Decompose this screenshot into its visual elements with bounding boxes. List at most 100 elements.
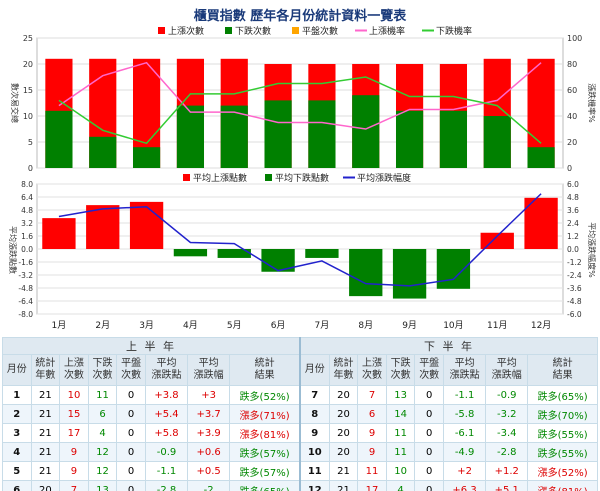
column-header: 下跌 次數 — [385, 354, 416, 386]
column-header: 上漲 次數 — [357, 354, 387, 386]
y-left-tick: 0 — [28, 164, 33, 173]
table-cell: 9 — [59, 461, 89, 481]
table-cell: 17 — [59, 423, 89, 443]
table-cell: 10 — [59, 385, 89, 405]
x-tick-label: 3月 — [139, 320, 154, 331]
plot-area-1 — [36, 37, 564, 169]
table-cell: 1 — [2, 385, 32, 405]
column-header: 平均 漲跌幅 — [187, 354, 231, 386]
bar-avg-down — [349, 249, 383, 297]
table-cell: -4.9 — [442, 442, 487, 462]
y-right-tick: 1.2 — [567, 232, 579, 241]
y-right-tick: 0.0 — [567, 245, 579, 254]
table-cell: +5.1 — [485, 480, 529, 491]
result-cell: 跌多(70%) — [527, 404, 598, 424]
x-tick-label: 8月 — [358, 320, 373, 331]
month-axis: 1月 2月 3月 4月 5月 6月 7月 8月 9月 10月 11月 12月 — [52, 320, 552, 331]
stats-table: 上 半 年 下 半 年 月份 統計 年數 上漲 次數 下跌 次數 平盤 次數 平均 漲跌點 平均 漲跌幅… — [1, 337, 598, 491]
y-left-tick: 5 — [28, 138, 33, 147]
bar-avg-down — [305, 249, 339, 258]
table-cell: 0 — [116, 442, 146, 462]
bar-down-count — [132, 147, 161, 168]
x-tick-label: 1月 — [52, 320, 67, 331]
table-header-halves: 上 半 年 下 半 年 — [1, 337, 598, 355]
table-cell: -2.8 — [485, 442, 529, 462]
x-tick-label: 7月 — [315, 320, 330, 331]
table-cell: 20 — [30, 480, 61, 491]
table-cell: 12 — [87, 442, 118, 462]
result-cell: 跌多(52%) — [229, 385, 301, 405]
bar-down-count — [45, 110, 73, 168]
table-cell: -3.2 — [485, 404, 529, 424]
y-left-tick: -8.0 — [18, 310, 33, 318]
column-header: 下跌 次數 — [87, 354, 118, 386]
legend-swatch — [265, 174, 272, 181]
table-cell: 21 — [30, 461, 61, 481]
legend-label: 上漲機率 — [369, 25, 405, 37]
x-tick-label: 9月 — [402, 320, 417, 331]
bar-avg-down — [436, 249, 471, 289]
table-cell: 9 — [59, 442, 89, 462]
table-cell: 4 — [87, 423, 118, 443]
table-cell: 0 — [414, 423, 444, 443]
column-header: 統計 年數 — [328, 354, 359, 386]
table-cell: 21 — [328, 461, 359, 481]
y-left-tick: 8.0 — [21, 180, 33, 189]
y-left-tick: -3.2 — [18, 271, 33, 280]
y-right-tick: 6.0 — [567, 180, 579, 189]
table-cell: -1.1 — [442, 385, 487, 405]
table-cell: 21 — [30, 404, 61, 424]
bar-down-count — [439, 110, 468, 168]
bar-down-count — [483, 116, 511, 168]
table-cell: 6 — [2, 480, 32, 491]
table-cell: 9 — [298, 423, 330, 443]
y-right-label: 漲跌機率% — [587, 83, 597, 123]
table-cell: 21 — [30, 423, 61, 443]
table-cell: 8 — [298, 404, 330, 424]
y-left-tick: -6.4 — [18, 297, 33, 306]
y-left-label: 平均漲跌點數 — [8, 226, 18, 274]
bar-down-count — [395, 110, 424, 168]
column-header: 月份 — [298, 354, 330, 386]
bar-down-count — [176, 105, 205, 168]
table-cell: 20 — [328, 442, 359, 462]
title-bar: 櫃買指數 歷年各月份統計資料一覽表 — [0, 0, 600, 28]
column-header: 統計 結果 — [527, 354, 598, 386]
table-cell: 5 — [2, 461, 32, 481]
table-cell: 7 — [298, 385, 330, 405]
legend-swatch — [183, 174, 190, 181]
x-tick-label: 10月 — [443, 320, 463, 331]
result-cell: 漲多(52%) — [527, 461, 598, 481]
y-right-tick: 2.4 — [567, 219, 579, 228]
table-cell: +0.6 — [187, 442, 231, 462]
table-cell: 0 — [414, 461, 444, 481]
table-cell: 15 — [59, 404, 89, 424]
column-header: 平盤 次數 — [414, 354, 444, 386]
table-cell: 6 — [87, 404, 118, 424]
result-cell: 漲多(71%) — [229, 404, 301, 424]
legend-label: 平均上漲點數 — [193, 172, 247, 184]
table-cell: +1.2 — [485, 461, 529, 481]
table-row: 1 21 10 11 0 +3.8 +3 跌多(52%) 7 20 7 13 0 -1.1 -0.9 跌多(6… — [2, 385, 598, 405]
table-cell: 17 — [357, 480, 387, 491]
bar-down-count — [352, 95, 380, 168]
table-cell: 21 — [30, 442, 61, 462]
table-column-headers: 月份 統計 年數 上漲 次數 下跌 次數 平盤 次數 平均 漲跌點 平均 漲跌幅 統計 結果 月份 統計 年數 上漲… — [2, 354, 598, 386]
table-row: 6207130-2.8-2跌多(65%)12211740+6.3+5.1漲多(8… — [2, 480, 598, 491]
table-cell: -3.4 — [485, 423, 529, 443]
upper-chart: 0 5 10 15 20 25 0 20 40 60 80 100 數次易交總 漲跌機率% 上漲次數 下跌次數… — [10, 25, 597, 173]
table-cell: -6.1 — [442, 423, 487, 443]
x-tick-label: 12月 — [531, 320, 551, 331]
x-tick-label: 11月 — [487, 320, 507, 331]
table-cell: 13 — [87, 480, 118, 491]
y-right-tick: 60 — [567, 86, 577, 95]
first-half-label: 上 半 年 — [1, 337, 301, 355]
result-cell: 跌多(57%) — [229, 461, 301, 481]
table-cell: 20 — [328, 423, 359, 443]
bar-avg-up — [86, 205, 120, 249]
column-header: 平均 漲跌點 — [442, 354, 487, 386]
result-cell: 跌多(57%) — [229, 442, 301, 462]
table-cell: -0.9 — [485, 385, 529, 405]
result-cell: 跌多(55%) — [527, 423, 598, 443]
legend-label: 平盤次數 — [302, 25, 338, 37]
